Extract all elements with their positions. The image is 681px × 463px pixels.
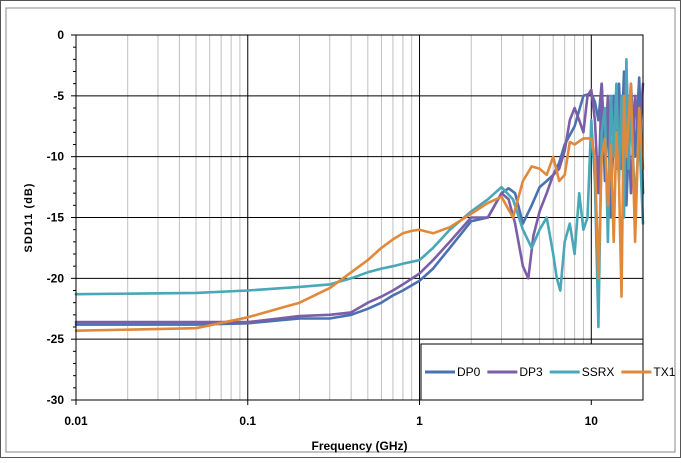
y-tick-label: -10 [47, 150, 65, 164]
y-axis-label: SDD11 (dB) [23, 183, 35, 253]
y-tick-label: 0 [57, 28, 64, 42]
y-tick-label: -25 [47, 332, 65, 346]
legend: DP0 DP3 SSRX TX1 [420, 343, 676, 401]
x-tick-label: 0.1 [239, 414, 256, 428]
x-axis-label: Frequency (GHz) [311, 439, 407, 453]
series-lines [74, 57, 645, 333]
legend-label-dp0: DP0 [457, 365, 481, 379]
x-tick-label: 1 [416, 414, 423, 428]
x-tick-label: 0.01 [64, 414, 88, 428]
legend-label-ssrx: SSRX [582, 365, 615, 379]
y-tick-label: -5 [53, 89, 64, 103]
legend-box [420, 343, 644, 401]
y-axis-ticks: 0 -5 -10 -15 -20 -25 -30 [47, 28, 76, 407]
x-axis-ticks: 0.01 0.1 1 10 [64, 400, 598, 428]
series-line-tx1 [74, 82, 645, 333]
y-tick-label: -20 [47, 271, 65, 285]
legend-label-dp3: DP3 [519, 365, 543, 379]
series-line-dp0 [74, 70, 645, 326]
y-tick-label: -30 [47, 393, 65, 407]
x-tick-label: 10 [585, 414, 599, 428]
y-tick-label: -15 [47, 211, 65, 225]
legend-label-tx1: TX1 [653, 365, 675, 379]
